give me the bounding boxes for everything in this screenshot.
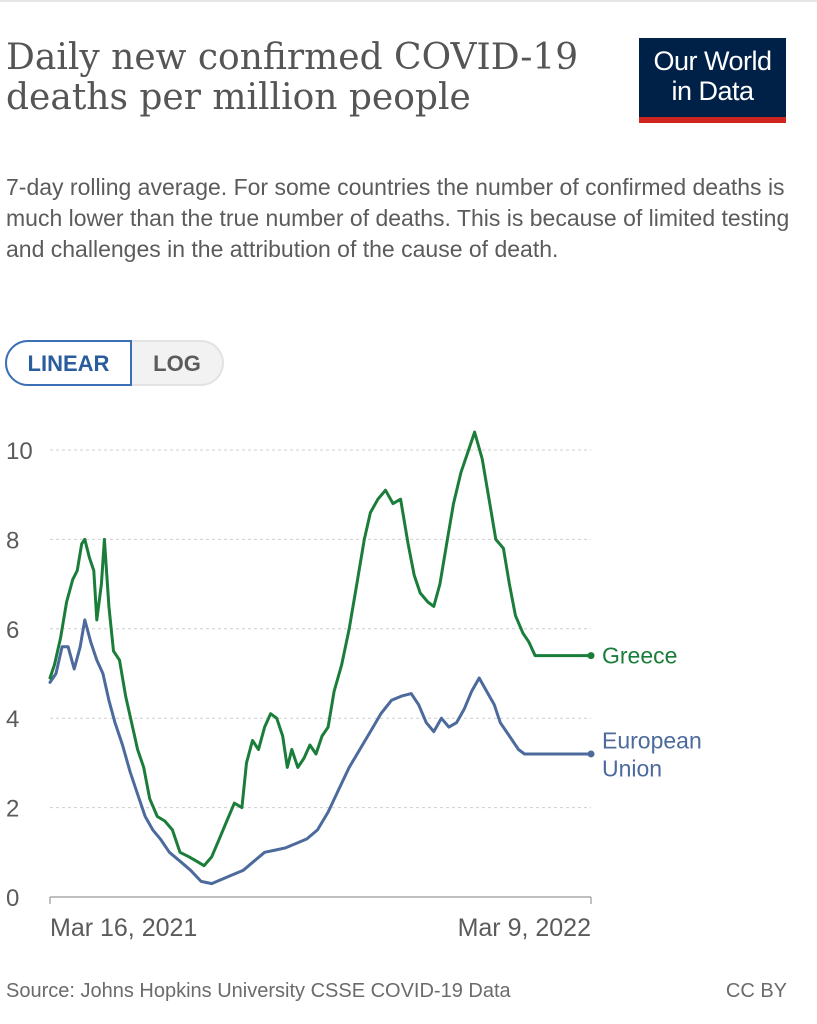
linear-scale-button[interactable]: LINEAR [5,340,132,386]
y-tick-label-4: 4 [6,706,19,733]
series-label-line: Greece [602,643,677,669]
chart-title: Daily new confirmed COVID-19 deaths per … [6,37,579,118]
series-label-greece[interactable]: Greece [602,643,677,669]
log-scale-button[interactable]: LOG [132,340,224,386]
chart-subtitle: 7-day rolling average. For some countrie… [6,174,790,262]
x-tick-label-1: Mar 9, 2022 [458,914,591,942]
logo-line-2: in Data [671,76,754,106]
x-tick-label-0: Mar 16, 2021 [50,914,197,942]
y-tick-label-2: 2 [6,796,19,823]
series-label-european-union[interactable]: European Union [602,728,702,782]
series-line-greece[interactable] [48,430,593,868]
y-tick-label-8: 8 [6,527,19,554]
y-tick-label-0: 0 [6,885,19,912]
logo-line-1: Our World [653,46,772,76]
series-label-line: Union [602,756,662,782]
series-end-point-greece [587,652,595,660]
series-line-european-union[interactable] [48,618,593,886]
top-rule [0,0,817,2]
y-tick-label-10: 10 [6,438,33,465]
license-note[interactable]: CC BY [725,980,787,1002]
source-note[interactable]: Source: Johns Hopkins University CSSE CO… [6,980,511,1002]
series-end-point-european-union [587,750,595,758]
scale-toggle: LINEAR LOG [5,340,224,386]
line-chart: 0 2 4 6 8 10 Mar 16, 2021 Mar 9, 2022 Greece Euro… [6,430,702,942]
series-label-line: European [602,728,702,754]
owid-logo[interactable]: Our World in Data [639,38,786,123]
y-tick-label-6: 6 [6,617,19,644]
